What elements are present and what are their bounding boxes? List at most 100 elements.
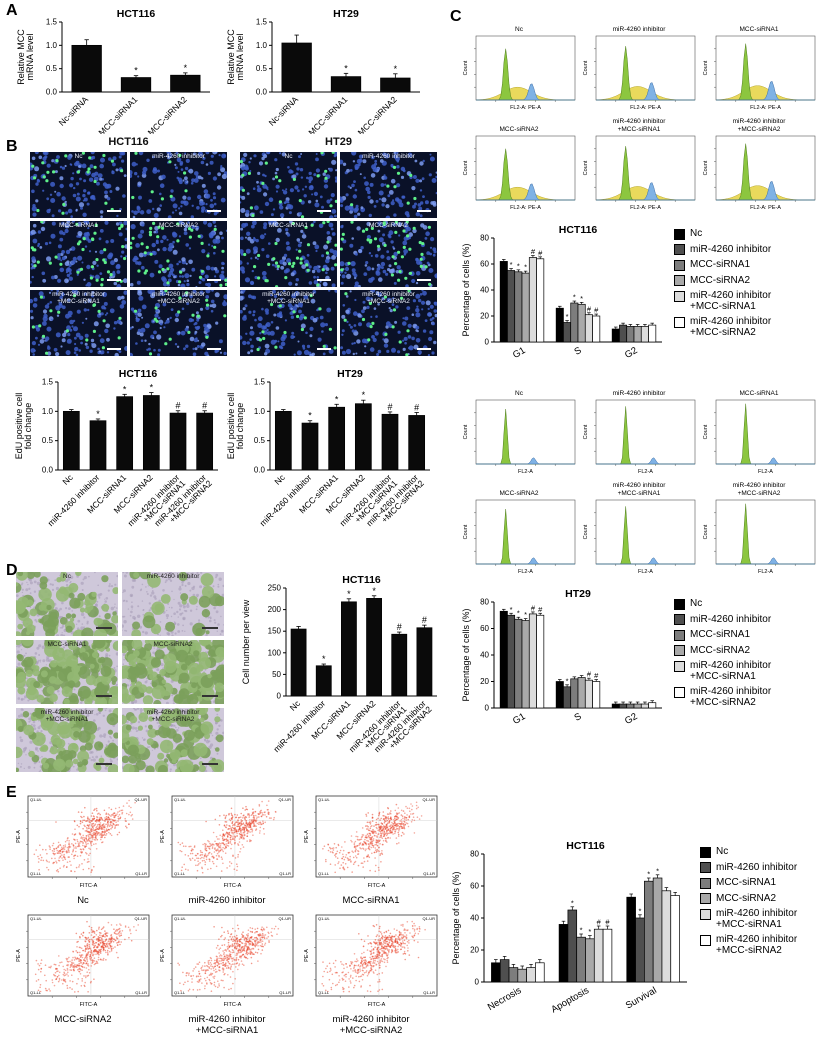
svg-text:1.5: 1.5 bbox=[256, 18, 268, 27]
svg-text:FL2-A: PE-A: FL2-A: PE-A bbox=[750, 205, 781, 211]
flow-plot-label: MCC-siRNA1 bbox=[342, 895, 400, 906]
svg-text:FL2-A: FL2-A bbox=[518, 469, 533, 475]
legend-item: miR-4260 inhibitor bbox=[674, 243, 824, 255]
chart-svg-B-HT29: 0.0 0.5 1.0 1.5 HT29 EdU positive cell fold ch… bbox=[226, 368, 430, 528]
scale-bar bbox=[202, 695, 218, 697]
svg-text:fold change: fold change bbox=[23, 403, 33, 450]
svg-text:1.5: 1.5 bbox=[254, 378, 266, 387]
svg-text:HT29: HT29 bbox=[565, 588, 591, 600]
svg-text:#: # bbox=[538, 248, 543, 257]
cycle-histogram: Count FL2-A: PE-A bbox=[703, 35, 816, 111]
svg-text:Relative MCC: Relative MCC bbox=[226, 29, 236, 85]
edu-fluorescence-image bbox=[340, 221, 437, 287]
cycle-histogram: Count FL2-A bbox=[703, 499, 816, 575]
legend-item: miR-4260 inhibitor +MCC-siRNA2 bbox=[700, 934, 824, 956]
chart-d-hct116: 0 50 100 150 200 250 HCT116 Cell number per vie… bbox=[238, 574, 443, 790]
svg-text:60: 60 bbox=[480, 260, 489, 269]
scale-bar bbox=[96, 695, 112, 697]
svg-text:40: 40 bbox=[480, 286, 489, 295]
legend-swatch bbox=[674, 660, 685, 672]
cycle-plot: Nc Count FL2-A: PE-A bbox=[460, 18, 578, 116]
edu-image-tile: MCC-siRNA2 bbox=[340, 221, 437, 287]
edu-image-tile: miR-4260 inhibitor +MCC-siRNA1 bbox=[30, 290, 127, 356]
flow-plot-label: miR-4260 inhibitor +MCC-siRNA2 bbox=[332, 1013, 410, 1036]
svg-text:#: # bbox=[414, 403, 419, 413]
svg-text:MCC-siRNA1: MCC-siRNA1 bbox=[306, 94, 349, 134]
chart-e-hct116: 0 20 40 60 80 HCT116 Percentage of cells (%) * *… bbox=[448, 838, 693, 1024]
legend-swatch bbox=[700, 877, 711, 889]
legend-item: miR-4260 inhibitor +MCC-siRNA1 bbox=[700, 908, 824, 930]
flow-plot-label: Nc bbox=[77, 895, 89, 906]
panel-label-c: C bbox=[450, 8, 462, 25]
cycle-plot-title: MCC-siRNA2 bbox=[499, 489, 539, 497]
svg-text:0: 0 bbox=[277, 692, 282, 701]
edu-fluorescence-image bbox=[340, 290, 437, 356]
legend-item: MCC-siRNA2 bbox=[674, 274, 824, 286]
panel-b-images-ht29: Nc miR-4260 inhibitor MCC-siRNA1 MCC-siRNA2… bbox=[240, 152, 437, 356]
scale-bar bbox=[417, 279, 431, 281]
legend-item: Nc bbox=[674, 228, 824, 240]
svg-text:Count: Count bbox=[703, 60, 709, 75]
legend-label: Nc bbox=[716, 846, 729, 857]
svg-text:mRNA level: mRNA level bbox=[25, 33, 35, 80]
svg-text:1.0: 1.0 bbox=[256, 41, 268, 50]
edu-image-tile: miR-4260 inhibitor +MCC-siRNA2 bbox=[340, 290, 437, 356]
legend-label: MCC-siRNA2 bbox=[690, 274, 750, 286]
scale-bar bbox=[202, 627, 218, 629]
svg-text:G1: G1 bbox=[511, 345, 527, 361]
panel-label-d: D bbox=[6, 562, 18, 579]
svg-text:20: 20 bbox=[480, 677, 489, 686]
cycle-plot-title: miR-4260 inhibitor +MCC-siRNA1 bbox=[612, 482, 666, 497]
legend-label: miR-4260 inhibitor +MCC-siRNA2 bbox=[690, 316, 772, 338]
chart-svg-A-HCT116: 0.0 0.5 1.0 1.5 HCT116 Relative MCC mRNA level… bbox=[16, 8, 210, 137]
edu-image-tile: miR-4260 inhibitor +MCC-siRNA1 bbox=[240, 290, 337, 356]
cycle-plot-title: MCC-siRNA2 bbox=[499, 125, 539, 133]
legend-item: MCC-siRNA1 bbox=[674, 629, 824, 641]
legend-label: Nc bbox=[690, 598, 703, 609]
svg-text:Count: Count bbox=[583, 60, 589, 75]
legend-swatch bbox=[674, 629, 685, 641]
transwell-image-tile: miR-4260 inhibitor +MCC-siRNA2 bbox=[122, 708, 224, 772]
svg-text:MCC-siRNA2: MCC-siRNA2 bbox=[146, 94, 189, 134]
svg-text:Percentage of cells (%): Percentage of cells (%) bbox=[461, 608, 471, 701]
svg-text:fold change: fold change bbox=[235, 403, 245, 450]
svg-text:Count: Count bbox=[463, 524, 469, 539]
panel-b-title-hct116: HCT116 bbox=[108, 136, 149, 148]
cycle-histogram: Count FL2-A: PE-A bbox=[463, 35, 576, 111]
svg-text:Nc: Nc bbox=[288, 698, 303, 713]
chart-svg-C-HT29: 0 20 40 60 80 HT29 Percentage of cells (%) * * * *… bbox=[461, 588, 662, 727]
legend-swatch bbox=[674, 598, 685, 610]
svg-text:80: 80 bbox=[480, 598, 489, 607]
edu-fluorescence-image bbox=[240, 290, 337, 356]
svg-text:Count: Count bbox=[463, 160, 469, 175]
svg-text:*: * bbox=[372, 586, 376, 596]
cycle-plot: Nc Count FL2-A bbox=[460, 382, 578, 480]
cycle-histogram: Count FL2-A bbox=[583, 499, 696, 575]
legend-swatch bbox=[674, 228, 685, 240]
legend-item: miR-4260 inhibitor +MCC-siRNA1 bbox=[674, 290, 824, 312]
legend-item: Nc bbox=[700, 846, 824, 858]
svg-text:1.5: 1.5 bbox=[42, 378, 54, 387]
cycle-plot-title: miR-4260 inhibitor +MCC-siRNA1 bbox=[612, 118, 666, 133]
legend-item: miR-4260 inhibitor bbox=[674, 614, 824, 625]
legend-label: miR-4260 inhibitor bbox=[690, 243, 772, 255]
chart-c-ht29: 0 20 40 60 80 HT29 Percentage of cells (%) * * * *… bbox=[458, 588, 668, 740]
svg-text:0.5: 0.5 bbox=[42, 436, 54, 445]
scale-bar bbox=[107, 348, 121, 350]
cycle-plot: miR-4260 inhibitor Count FL2-A: PE-A bbox=[580, 18, 698, 116]
svg-text:*: * bbox=[394, 64, 398, 74]
svg-text:FL2-A: PE-A: FL2-A: PE-A bbox=[510, 105, 541, 111]
svg-text:Count: Count bbox=[583, 524, 589, 539]
cycle-histogram: Count FL2-A bbox=[463, 499, 576, 575]
legend-swatch bbox=[700, 862, 711, 873]
edu-fluorescence-image bbox=[130, 221, 227, 287]
legend-item: Nc bbox=[674, 598, 824, 610]
edu-image-tile: miR-4260 inhibitor +MCC-siRNA2 bbox=[130, 290, 227, 356]
cycle-histogram: Count FL2-A: PE-A bbox=[583, 35, 696, 111]
chart-c-hct116: 0 20 40 60 80 HCT116 Percentage of cells (%) * *… bbox=[458, 224, 668, 370]
panel-c-cycle-plots-hct116: Nc Count FL2-A: PE-A miR-4260 inhibitor Coun… bbox=[460, 18, 818, 216]
svg-text:*: * bbox=[322, 654, 326, 664]
svg-text:HCT116: HCT116 bbox=[119, 368, 158, 380]
